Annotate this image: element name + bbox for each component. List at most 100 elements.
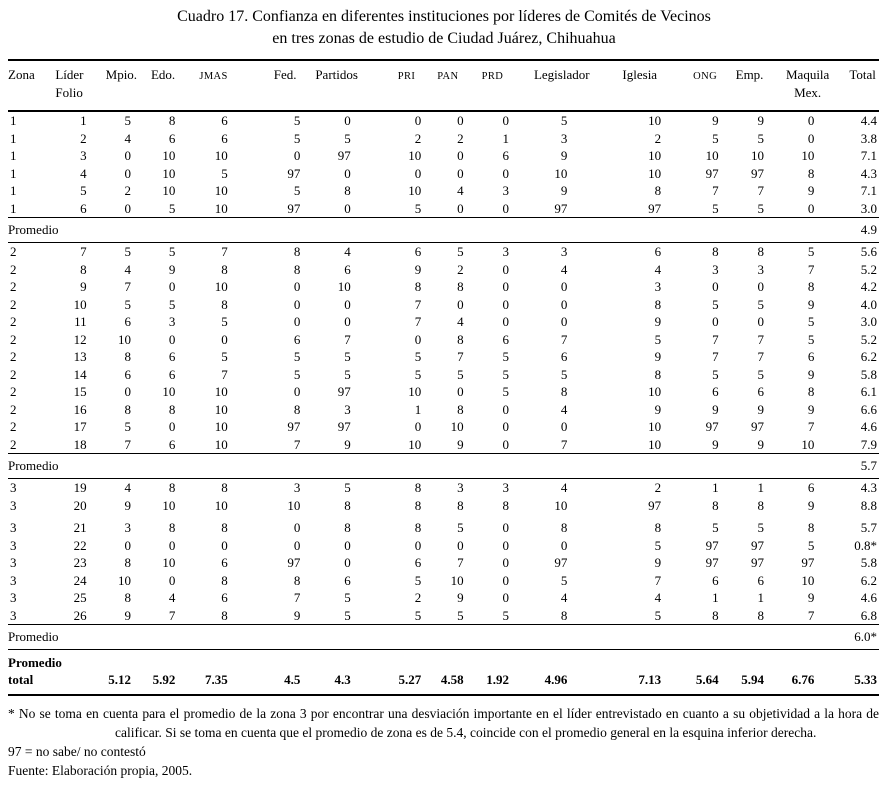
col-header-lider: Líder Folio xyxy=(53,60,89,112)
cell-emp: 5 xyxy=(757,296,764,312)
cell-jmas: 10 xyxy=(214,436,228,452)
total-cell-pri: 5.27 xyxy=(352,649,424,696)
cell-jmas: 5 xyxy=(221,314,228,329)
cell-iglesia: 9 xyxy=(654,555,662,570)
cell-mpio: 0 xyxy=(124,148,131,163)
cell-maquila: 7 xyxy=(807,607,815,623)
cell-jmas: 7 xyxy=(221,244,228,259)
cell-zona: 1 xyxy=(10,113,17,128)
cell-partidos: 97 xyxy=(337,384,351,399)
cell-lider: 14 xyxy=(73,366,87,382)
data-row: 2 10 5 5 8 0 0 7 0 0 0 8 5 5 9 4.0 xyxy=(8,296,879,314)
cell-emp: 97 xyxy=(750,419,764,434)
col-header-label: Zona xyxy=(8,67,35,82)
cell-mpio: 2 xyxy=(124,183,131,198)
data-row: 2 9 7 0 10 0 10 8 8 0 0 3 0 0 8 4.2 xyxy=(8,278,879,296)
cell-maquila: 8 xyxy=(807,384,815,399)
col-header-legislador: Legislador xyxy=(510,60,590,112)
cell-maquila: 0 xyxy=(807,113,815,128)
cell-jmas: 10 xyxy=(214,419,228,434)
data-row: 3 21 3 8 8 0 8 8 5 0 8 8 5 5 8 5.7 xyxy=(8,514,879,537)
cell-fed: 0 xyxy=(293,520,301,535)
cell-ong: 6 xyxy=(712,572,719,588)
cell-emp: 0 xyxy=(757,279,764,294)
cell-pan: 3 xyxy=(457,480,464,495)
cell-ong: 3 xyxy=(712,261,719,277)
cell-pri: 5 xyxy=(414,607,422,623)
cell-edo: 10 xyxy=(162,148,176,163)
cell-iglesia: 8 xyxy=(654,183,662,198)
cell-partidos: 8 xyxy=(344,520,351,535)
data-row: 2 12 10 0 0 6 7 0 8 6 7 5 7 7 5 5.2 xyxy=(8,331,879,349)
cell-legislador: 5 xyxy=(560,113,568,128)
promedio-total-label: Promedio total xyxy=(8,649,89,696)
cell-lider: 4 xyxy=(80,165,87,181)
cell-total: 3.8 xyxy=(860,130,877,146)
cell-partidos: 7 xyxy=(344,331,351,347)
cell-maquila: 0 xyxy=(807,200,815,216)
cell-emp: 1 xyxy=(757,480,764,495)
cell-maquila: 97 xyxy=(801,555,815,570)
cell-partidos: 0 xyxy=(344,296,351,312)
cell-zona: 2 xyxy=(10,436,17,452)
cell-emp: 5 xyxy=(757,366,764,382)
data-row: 2 13 8 6 5 5 5 5 7 5 6 9 7 7 6 6.2 xyxy=(8,348,879,366)
cell-legislador: 10 xyxy=(554,497,568,513)
cell-iglesia: 7 xyxy=(654,572,662,588)
cell-lider: 3 xyxy=(80,148,87,163)
cell-iglesia: 9 xyxy=(654,314,662,329)
cell-lider: 9 xyxy=(80,279,87,294)
cell-partidos: 4 xyxy=(344,244,351,259)
cell-ong: 0 xyxy=(712,279,719,294)
cell-iglesia: 4 xyxy=(654,261,662,277)
cell-iglesia: 8 xyxy=(654,520,662,535)
cell-edo: 0 xyxy=(168,572,176,588)
cell-ong: 5 xyxy=(712,130,719,146)
cell-partidos: 6 xyxy=(344,572,351,588)
cell-mpio: 0 xyxy=(124,165,131,181)
cell-legislador: 7 xyxy=(560,436,568,452)
cell-ong: 8 xyxy=(712,607,719,623)
cell-pan: 5 xyxy=(457,244,464,259)
cell-maquila: 9 xyxy=(807,590,815,605)
cell-partidos: 10 xyxy=(337,279,351,294)
cell-maquila: 8 xyxy=(807,520,815,535)
cell-lider: 2 xyxy=(80,130,87,146)
cell-edo: 10 xyxy=(162,555,176,570)
cell-mpio: 3 xyxy=(124,520,131,535)
cell-mpio: 0 xyxy=(124,200,131,216)
cell-fed: 97 xyxy=(287,200,301,216)
cell-mpio: 8 xyxy=(124,349,131,364)
footnote-source: Fuente: Elaboración propia, 2005. xyxy=(8,763,193,778)
cell-edo: 5 xyxy=(168,244,176,259)
cell-ong: 6 xyxy=(712,384,719,399)
total-cell-jmas: 7.35 xyxy=(177,649,230,696)
cell-maquila: 5 xyxy=(807,244,815,259)
cell-zona: 3 xyxy=(10,520,17,535)
cell-prd: 0 xyxy=(502,590,509,605)
cell-partidos: 5 xyxy=(344,590,351,605)
cell-pan: 0 xyxy=(457,200,464,216)
cell-iglesia: 10 xyxy=(648,419,662,434)
cell-lider: 15 xyxy=(73,384,87,399)
cell-maquila: 6 xyxy=(807,480,815,495)
cell-mpio: 6 xyxy=(124,314,131,329)
cell-ong: 7 xyxy=(712,183,719,198)
cell-fed: 6 xyxy=(293,331,301,347)
cell-total: 7.1 xyxy=(860,183,877,198)
cell-zona: 1 xyxy=(10,183,17,198)
cell-total: 6.2 xyxy=(860,349,877,364)
col-header-iglesia: Iglesia xyxy=(569,60,664,112)
cell-pan: 7 xyxy=(457,349,464,364)
cell-fed: 0 xyxy=(293,279,301,294)
data-row: 2 15 0 10 10 0 97 10 0 5 8 10 6 6 8 6.1 xyxy=(8,383,879,401)
data-row: 2 11 6 3 5 0 0 7 4 0 0 9 0 0 5 3.0 xyxy=(8,313,879,331)
cell-ong: 97 xyxy=(705,419,719,434)
cell-pri: 6 xyxy=(414,244,422,259)
cell-total: 5.7 xyxy=(860,520,877,535)
cell-legislador: 10 xyxy=(554,165,568,181)
cell-prd: 5 xyxy=(502,607,509,623)
cell-zona: 2 xyxy=(10,366,17,382)
col-header-label: Total xyxy=(849,67,876,82)
col-header-ong: ONG xyxy=(663,60,721,112)
